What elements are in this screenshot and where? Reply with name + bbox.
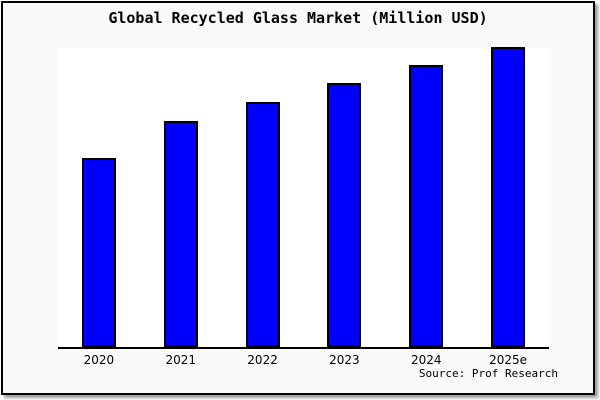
bar-slot <box>467 47 549 347</box>
bar-2020 <box>81 158 116 347</box>
bar-2024 <box>409 65 444 347</box>
bar-2021 <box>163 121 198 347</box>
bar-slot <box>140 121 222 347</box>
bar-2025e <box>491 47 526 347</box>
plot-area <box>58 47 549 349</box>
source-credit: Source: Prof Research <box>418 367 558 380</box>
x-tick-label-2024: 2024 <box>410 353 442 367</box>
ticks-row: 2020 2021 2022 2023 2024 2025e <box>58 353 549 367</box>
x-tick-label-2023: 2023 <box>329 353 360 367</box>
x-tick-label-2020: 2020 <box>83 353 115 367</box>
bar-slot <box>385 65 467 347</box>
x-tick-label-2022: 2022 <box>247 353 278 367</box>
bars-row <box>58 47 549 347</box>
bar-2023 <box>327 83 362 347</box>
x-tick-label-2025e: 2025e <box>489 353 528 367</box>
bar-2022 <box>245 102 280 347</box>
chart-title: Global Recycled Glass Market (Million US… <box>108 9 488 27</box>
x-tick-label-2021: 2021 <box>165 353 197 367</box>
bar-slot <box>303 83 385 347</box>
bar-slot <box>222 102 304 347</box>
bar-slot <box>58 158 140 347</box>
